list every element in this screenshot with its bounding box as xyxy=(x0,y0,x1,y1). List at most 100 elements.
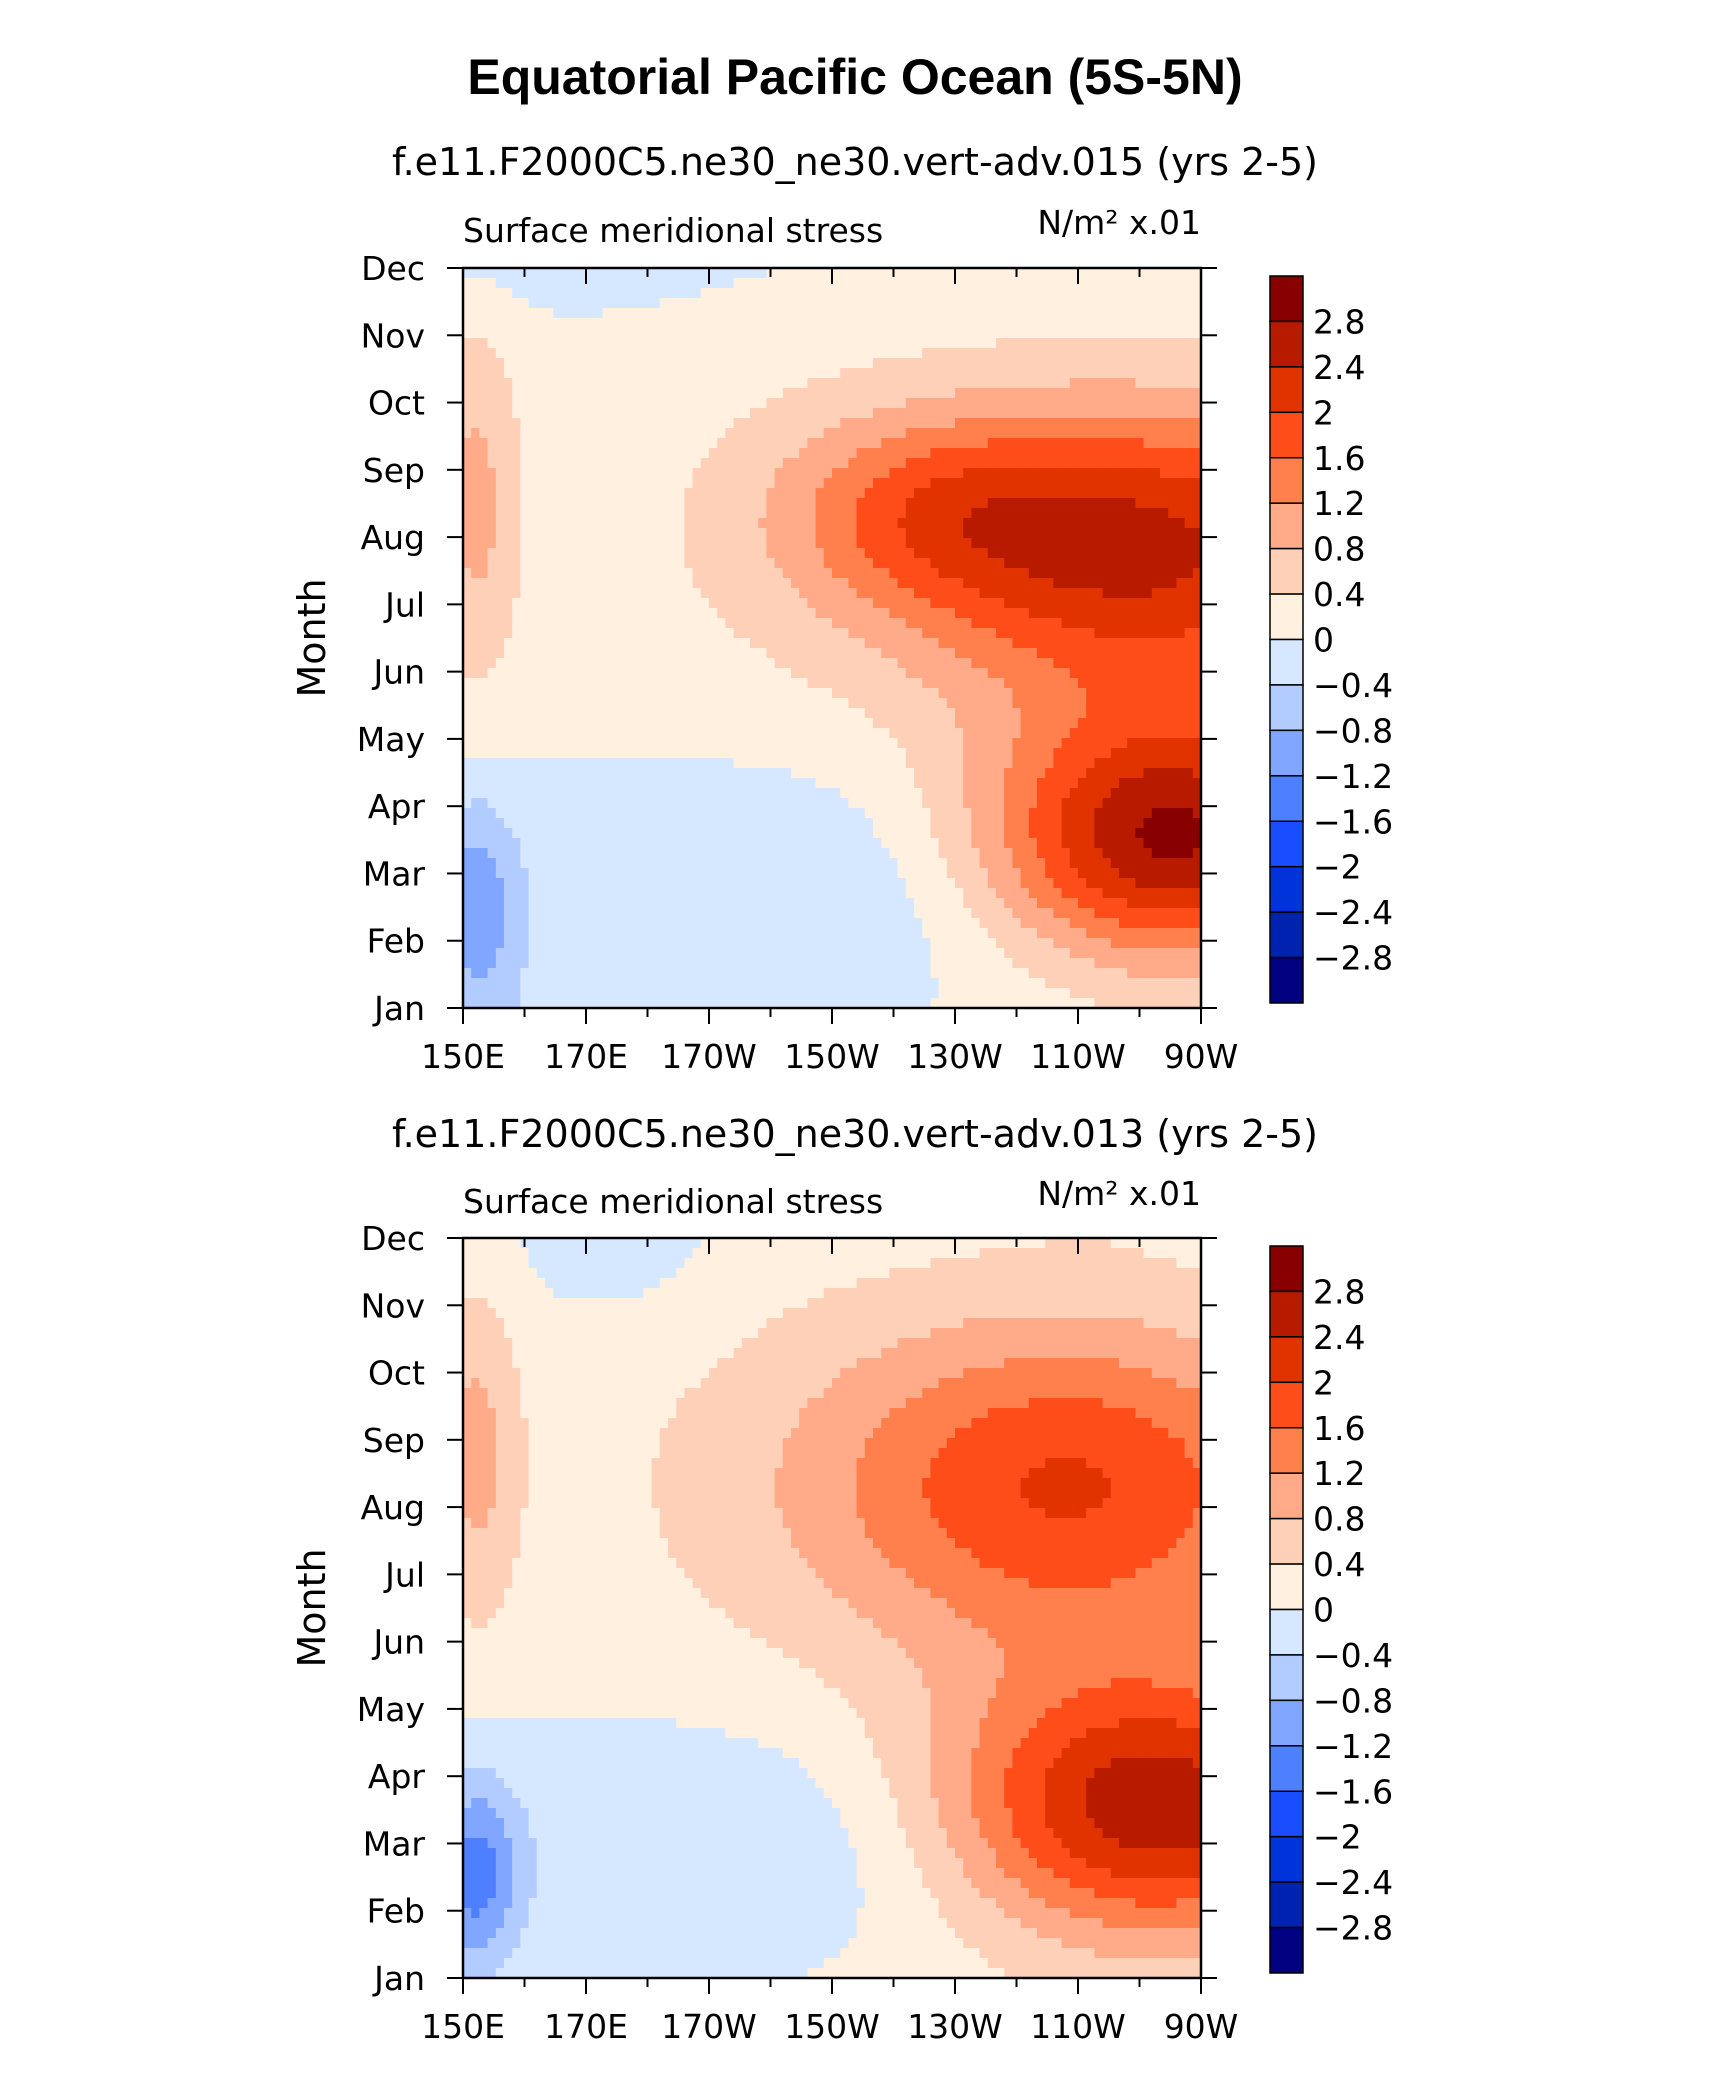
contour-cell xyxy=(504,468,513,479)
contour-cell xyxy=(610,358,620,369)
contour-cell xyxy=(758,578,767,589)
contour-cell xyxy=(651,788,661,799)
contour-cell xyxy=(1151,558,1161,569)
contour-cell xyxy=(1184,438,1194,449)
contour-cell xyxy=(569,398,579,409)
contour-cell xyxy=(717,478,726,489)
contour-cell xyxy=(651,428,661,439)
contour-cell xyxy=(659,558,669,569)
contour-cell xyxy=(946,338,956,349)
contour-cell xyxy=(766,568,776,579)
contour-cell xyxy=(946,318,956,329)
contour-cell xyxy=(610,318,620,329)
contour-cell xyxy=(1045,358,1054,369)
contour-cell xyxy=(963,388,972,399)
contour-cell xyxy=(717,648,726,659)
contour-cell xyxy=(848,628,858,639)
contour-cell xyxy=(955,318,964,329)
contour-cell xyxy=(709,308,718,319)
contour-cell xyxy=(1004,668,1013,679)
contour-cell xyxy=(594,278,603,289)
contour-cell xyxy=(930,428,940,439)
contour-cell xyxy=(758,348,767,359)
contour-cell xyxy=(536,288,546,299)
contour-cell xyxy=(618,438,628,449)
contour-cell xyxy=(553,558,562,569)
contour-cell xyxy=(848,618,858,629)
contour-cell xyxy=(586,598,595,609)
contour-cell xyxy=(1045,498,1054,509)
contour-cell xyxy=(946,808,956,819)
contour-cell xyxy=(1184,508,1194,519)
contour-cell xyxy=(1045,788,1054,799)
contour-cell xyxy=(856,378,866,389)
contour-cell xyxy=(479,668,489,679)
contour-cell xyxy=(1094,488,1104,499)
contour-cell xyxy=(733,308,743,319)
contour-cell xyxy=(930,518,940,529)
contour-cell xyxy=(1102,718,1112,729)
contour-cell xyxy=(905,758,915,769)
contour-cell xyxy=(987,288,997,299)
contour-cell xyxy=(774,468,784,479)
contour-cell xyxy=(643,608,653,619)
contour-cell xyxy=(528,758,538,769)
contour-cell xyxy=(938,608,948,619)
contour-cell xyxy=(979,388,989,399)
contour-cell xyxy=(1168,418,1177,429)
contour-cell xyxy=(692,658,702,669)
contour-cell xyxy=(1151,508,1161,519)
contour-cell xyxy=(889,808,899,819)
contour-cell xyxy=(463,328,472,339)
contour-cell xyxy=(1102,468,1112,479)
contour-cell xyxy=(1037,698,1046,709)
contour-cell xyxy=(610,338,620,349)
contour-cell xyxy=(692,398,702,409)
contour-cell xyxy=(1012,428,1022,439)
contour-cell xyxy=(1028,698,1038,709)
contour-cell xyxy=(1184,358,1194,369)
contour-cell xyxy=(725,428,735,439)
contour-cell xyxy=(528,688,538,699)
contour-cell xyxy=(815,578,825,589)
contour-cell xyxy=(487,628,497,639)
contour-cell xyxy=(987,738,997,749)
contour-cell xyxy=(1020,468,1030,479)
contour-cell xyxy=(979,628,989,639)
contour-cell xyxy=(1184,748,1194,759)
contour-cell xyxy=(536,818,546,829)
contour-cell xyxy=(807,568,817,579)
contour-cell xyxy=(487,328,497,339)
contour-cell xyxy=(495,728,505,739)
contour-cell xyxy=(897,638,907,649)
contour-cell xyxy=(668,448,677,459)
contour-cell xyxy=(766,338,776,349)
contour-cell xyxy=(536,618,546,629)
contour-cell xyxy=(733,678,743,689)
contour-cell xyxy=(1151,288,1161,299)
contour-cell xyxy=(946,558,956,569)
contour-cell xyxy=(1053,668,1063,679)
contour-cell xyxy=(561,708,571,719)
contour-cell xyxy=(856,448,866,459)
contour-cell xyxy=(1110,458,1120,469)
contour-cell xyxy=(856,608,866,619)
contour-cell xyxy=(495,348,505,359)
contour-cell xyxy=(1160,368,1169,379)
contour-cell xyxy=(471,278,480,289)
contour-cell xyxy=(1151,808,1161,819)
contour-cell xyxy=(487,438,497,449)
contour-cell xyxy=(832,278,841,289)
contour-cell xyxy=(905,328,915,339)
contour-cell xyxy=(741,748,751,759)
contour-cell xyxy=(1004,268,1013,279)
contour-cell xyxy=(864,588,874,599)
contour-cell xyxy=(1069,638,1079,649)
contour-cell xyxy=(1094,758,1104,769)
contour-cell xyxy=(479,638,489,649)
contour-cell xyxy=(545,638,554,649)
contour-cell xyxy=(463,338,472,349)
contour-cell xyxy=(651,308,661,319)
contour-cell xyxy=(807,678,817,689)
contour-cell xyxy=(504,598,513,609)
